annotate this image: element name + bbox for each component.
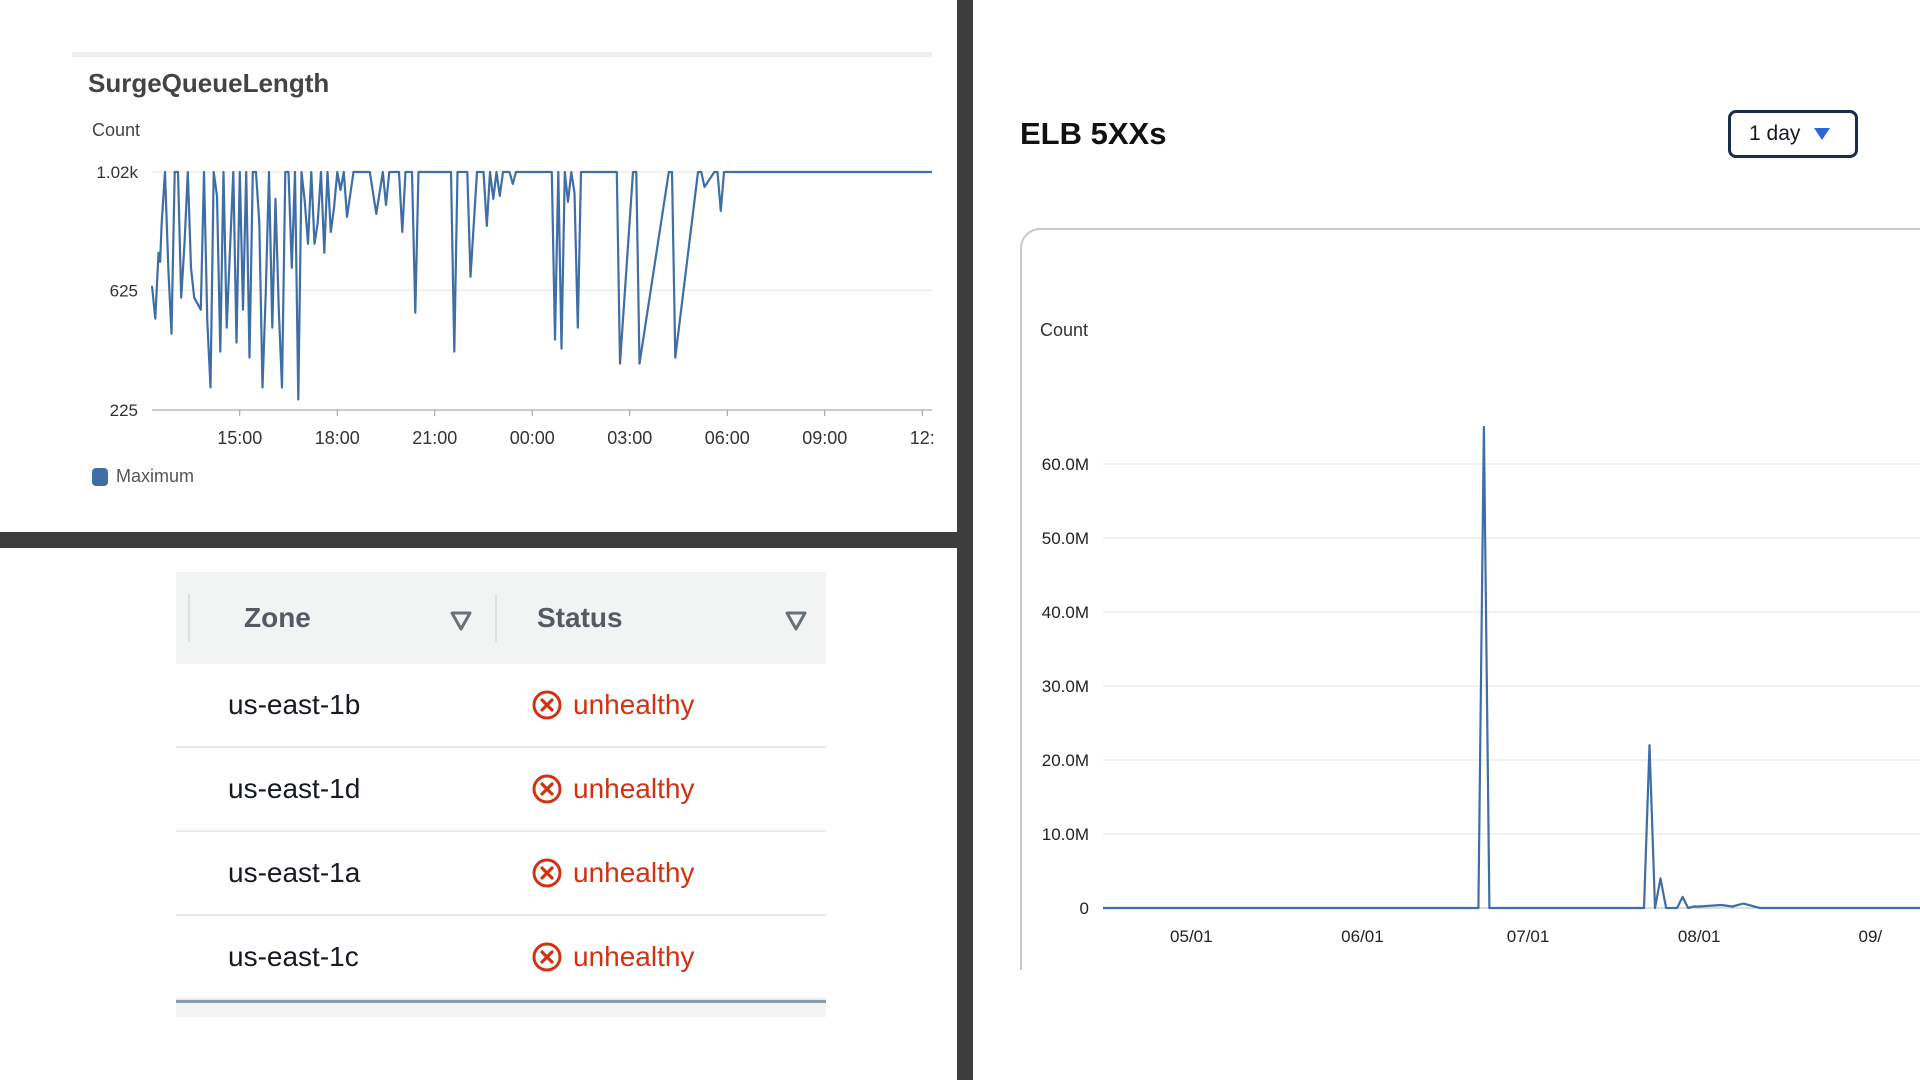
column-header-label: Status — [537, 602, 623, 633]
y-tick-label: 40.0M — [1042, 603, 1089, 622]
y-tick-label: 1.02k — [96, 163, 138, 182]
y-tick-label: 30.0M — [1042, 677, 1089, 696]
time-range-value: 1 day — [1749, 122, 1801, 145]
x-tick-label: 06:00 — [705, 428, 750, 448]
zone-cell: us-east-1d — [228, 773, 361, 804]
legend-swatch — [92, 467, 108, 486]
table-row[interactable]: us-east-1c unhealthy — [176, 916, 826, 1000]
elb-5xx-chart: 0 10.0M 20.0M 30.0M 40.0M 50.0M 60.0M 05/01 06/0… — [1042, 425, 1920, 946]
status-cell: unhealthy — [483, 773, 694, 805]
zone-cell: us-east-1a — [228, 857, 361, 888]
x-tick-label: 09/ — [1858, 927, 1882, 946]
legend-label: Maximum — [116, 466, 195, 486]
x-tick-label: 15:00 — [217, 428, 262, 448]
series-line-maximum — [150, 170, 932, 401]
table-row[interactable]: us-east-1b unhealthy — [176, 664, 826, 748]
status-label: unhealthy — [573, 941, 695, 972]
y-tick-label: 10.0M — [1042, 825, 1089, 844]
panel-divider-vertical — [957, 0, 973, 1080]
status-label: unhealthy — [573, 857, 695, 888]
error-circle-icon — [531, 773, 563, 805]
error-circle-icon — [531, 689, 563, 721]
y-tick-label: 60.0M — [1042, 455, 1089, 474]
status-cell: unhealthy — [483, 941, 694, 973]
x-tick-label: 06/01 — [1341, 927, 1384, 946]
chart-title: SurgeQueueLength — [88, 68, 330, 98]
column-header-zone[interactable]: Zone — [188, 594, 495, 642]
caret-down-icon — [1814, 128, 1831, 140]
y-axis-label: Count — [1040, 320, 1089, 340]
chart-title: ELB 5XXs — [1020, 116, 1167, 151]
column-header-label: Zone — [244, 602, 311, 633]
x-tick-label: 05/01 — [1170, 927, 1213, 946]
status-label: unhealthy — [573, 773, 695, 804]
table-footer — [176, 1003, 826, 1017]
sort-filter-icon[interactable] — [785, 606, 807, 638]
chart-legend[interactable]: Maximum — [92, 466, 194, 487]
error-circle-icon — [531, 857, 563, 889]
x-tick-label: 18:00 — [315, 428, 360, 448]
x-tick-label: 08/01 — [1678, 927, 1721, 946]
status-label: unhealthy — [573, 689, 695, 720]
x-tick-label: 12: — [910, 428, 935, 448]
panel-top-border — [72, 52, 932, 57]
x-tick-label: 09:00 — [802, 428, 847, 448]
table-header: Zone Status — [176, 572, 826, 664]
table-bottom-border — [176, 1000, 826, 1003]
zones-table: Zone Status us-east-1b unhealthy us-east-1… — [176, 572, 826, 1017]
table-body: us-east-1b unhealthy us-east-1d unhealthy us… — [176, 664, 826, 1000]
zone-cell: us-east-1c — [228, 941, 359, 972]
series-line — [1103, 425, 1920, 910]
y-axis-label: Count — [92, 120, 141, 140]
y-tick-label: 225 — [110, 401, 138, 420]
table-row[interactable]: us-east-1d unhealthy — [176, 748, 826, 832]
status-cell: unhealthy — [483, 857, 694, 889]
zone-cell: us-east-1b — [228, 689, 361, 720]
panel-divider-horizontal — [0, 532, 965, 548]
table-row[interactable]: us-east-1a unhealthy — [176, 832, 826, 916]
chart-frame — [1020, 228, 1920, 970]
time-range-select[interactable]: 1 day — [1728, 110, 1858, 158]
y-tick-label: 50.0M — [1042, 529, 1089, 548]
surge-queue-panel: SurgeQueueLength Count 1.02k 625 225 15:00 1… — [0, 0, 957, 532]
status-cell: unhealthy — [483, 689, 694, 721]
x-tick-label: 07/01 — [1507, 927, 1550, 946]
y-tick-label: 625 — [110, 281, 138, 300]
y-tick-label: 20.0M — [1042, 751, 1089, 770]
x-tick-label: 00:00 — [510, 428, 555, 448]
x-tick-label: 03:00 — [607, 428, 652, 448]
x-tick-label: 21:00 — [412, 428, 457, 448]
column-header-status[interactable]: Status — [495, 594, 826, 642]
surge-queue-chart: 1.02k 625 225 15:00 18:00 21:00 00:00 03:00 06:0… — [96, 163, 935, 448]
error-circle-icon — [531, 941, 563, 973]
y-tick-label: 0 — [1080, 899, 1089, 918]
elb-5xx-panel: ELB 5XXs 1 day Count 0 10.0M 20.0M 30.0M 40.… — [973, 0, 1920, 1080]
sort-filter-icon[interactable] — [450, 606, 472, 638]
